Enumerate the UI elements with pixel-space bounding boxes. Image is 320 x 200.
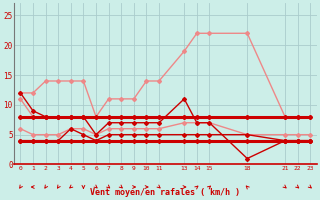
X-axis label: Vent moyen/en rafales ( km/h ): Vent moyen/en rafales ( km/h ) xyxy=(90,188,240,197)
